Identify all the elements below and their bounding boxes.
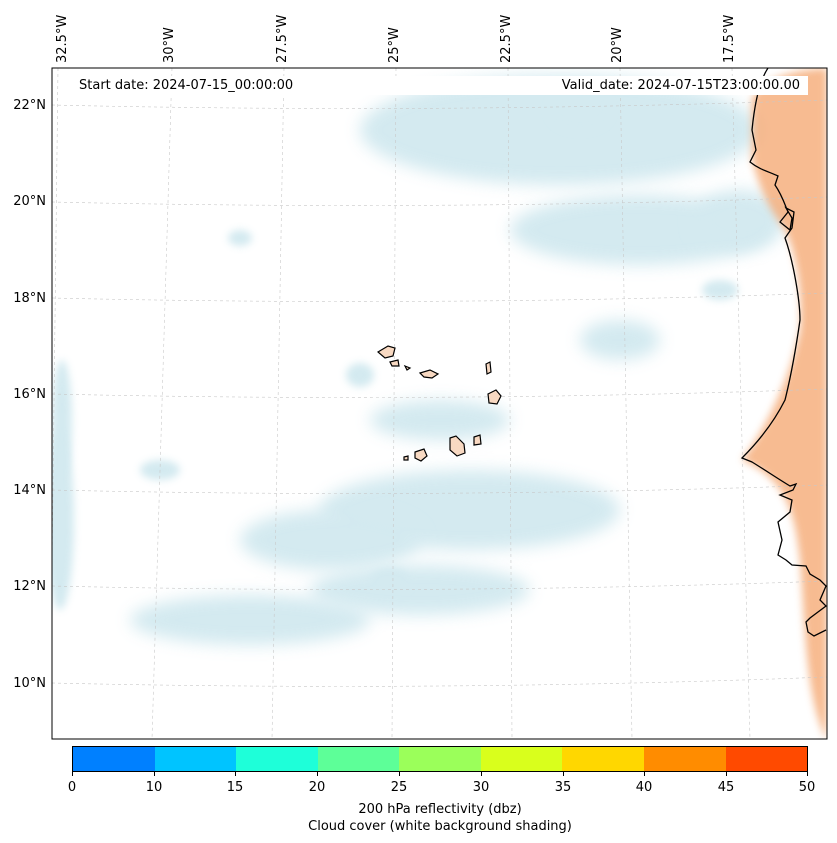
colorbar-segment: [725, 747, 808, 771]
latitude-label: 20°N: [13, 194, 46, 209]
latitude-label: 22°N: [13, 98, 46, 113]
colorbar-segment: [480, 747, 563, 771]
longitude-label: 30°W: [162, 27, 177, 63]
colorbar-title: 200 hPa reflectivity (dbz): [358, 802, 522, 817]
colorbar-tick-label: 0: [67, 780, 77, 795]
colorbar-tick-label: 10: [145, 780, 163, 795]
colorbar-tickmark: [481, 772, 482, 776]
colorbar-segment: [317, 747, 400, 771]
latitude-label: 12°N: [13, 579, 46, 594]
valid-date-label: Valid_date: 2024-07-15T23:00:00.00: [561, 78, 800, 93]
latitude-label: 18°N: [13, 291, 46, 306]
colorbar-tickmark: [72, 772, 73, 776]
start-date-label: Start date: 2024-07-15_00:00:00: [79, 78, 294, 93]
colorbar-tickmark: [807, 772, 808, 776]
cloud-cover-shading: [52, 75, 785, 645]
header-strip: [72, 76, 808, 95]
latitude-label: 14°N: [13, 483, 46, 498]
colorbar-tick-label: 45: [717, 780, 735, 795]
colorbar-segment: [236, 747, 318, 771]
colorbar-segment: [154, 747, 237, 771]
colorbar: [72, 746, 808, 772]
colorbar-tick-label: 15: [226, 780, 244, 795]
latitude-label: 10°N: [13, 676, 46, 691]
colorbar-tick-label: 25: [390, 780, 408, 795]
latitude-label: 16°N: [13, 387, 46, 402]
colorbar-tick-label: 50: [798, 780, 816, 795]
colorbar-segment: [399, 747, 481, 771]
land-heat-shading: [742, 68, 827, 739]
longitude-label: 32.5°W: [55, 14, 70, 63]
colorbar-subtitle: Cloud cover (white background shading): [308, 819, 572, 834]
colorbar-segment: [73, 747, 155, 771]
colorbar-tickmark: [317, 772, 318, 776]
cape-verde-islands: [376, 345, 502, 462]
colorbar-tickmark: [563, 772, 564, 776]
longitude-label: 17.5°W: [722, 14, 737, 63]
colorbar-tickmark: [154, 772, 155, 776]
colorbar-tickmark: [726, 772, 727, 776]
colorbar-tickmark: [644, 772, 645, 776]
colorbar-segment: [562, 747, 644, 771]
longitude-label: 20°W: [610, 27, 625, 63]
longitude-label: 25°W: [387, 27, 402, 63]
map-gridlines: [52, 68, 827, 739]
longitude-label: 22.5°W: [499, 14, 514, 63]
colorbar-tick-label: 20: [308, 780, 326, 795]
colorbar-segment: [643, 747, 726, 771]
colorbar-tick-label: 35: [554, 780, 572, 795]
colorbar-tickmark: [399, 772, 400, 776]
colorbar-tickmark: [235, 772, 236, 776]
longitude-label: 27.5°W: [275, 14, 290, 63]
coastline-africa: [740, 68, 827, 637]
colorbar-tick-label: 30: [472, 780, 490, 795]
map-frame: [51, 67, 828, 740]
colorbar-tick-label: 40: [635, 780, 653, 795]
